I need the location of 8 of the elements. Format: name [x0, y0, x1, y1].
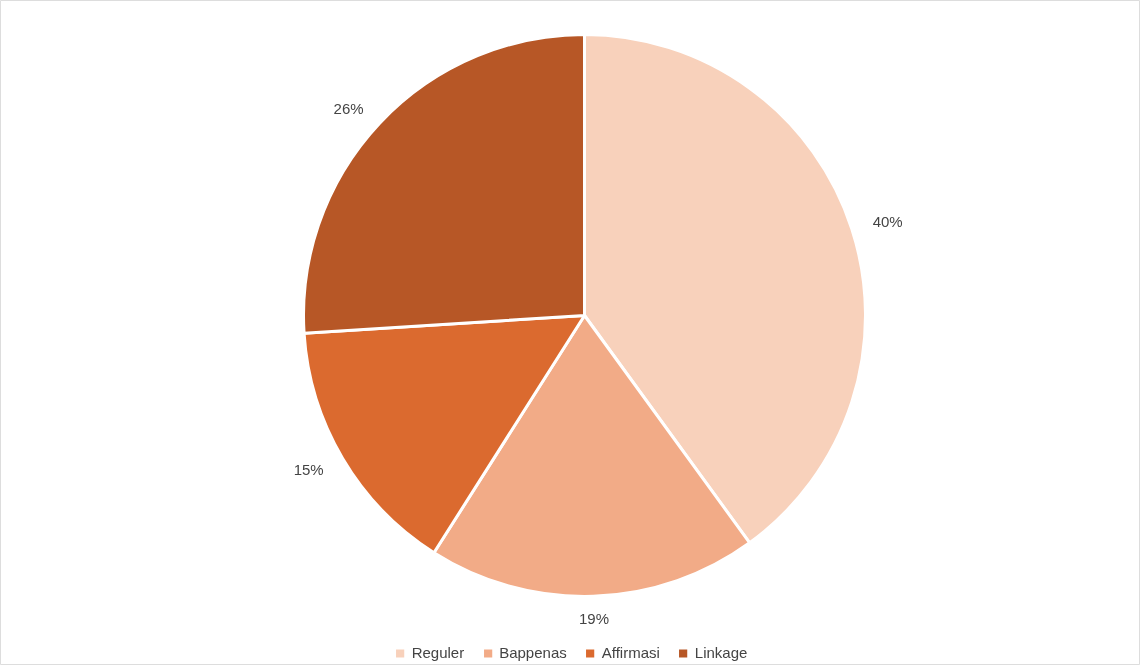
data-label: 15% [293, 461, 324, 479]
legend-label: Affirmasi [601, 644, 660, 661]
data-label: 19% [579, 609, 610, 627]
data-label: 40% [872, 213, 903, 231]
data-label: 26% [333, 99, 364, 117]
legend-label: Reguler [411, 644, 465, 661]
legend-label: Bappenas [499, 644, 567, 661]
legend-label: Linkage [694, 644, 748, 661]
